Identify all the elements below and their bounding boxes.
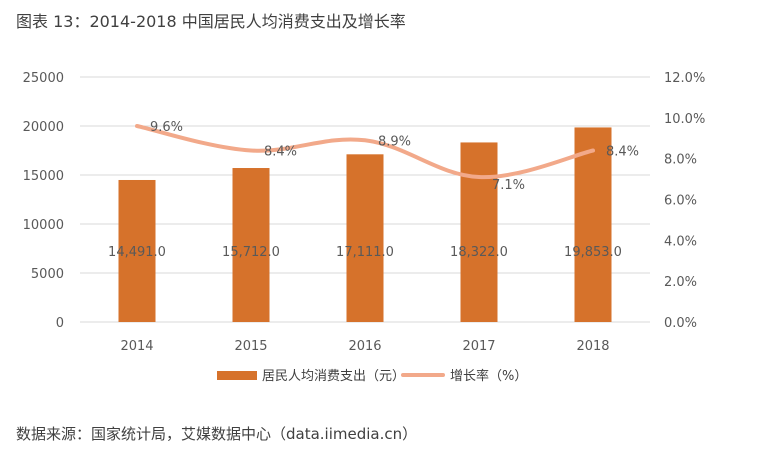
y-right-tick-label: 0.0% (664, 316, 697, 331)
y-right-tick-label: 2.0% (664, 275, 697, 290)
chart-title: 图表 13：2014-2018 中国居民人均消费支出及增长率 (16, 12, 406, 31)
line-value-label: 8.4% (264, 145, 297, 160)
bar-2015 (232, 168, 270, 322)
bar-2016 (346, 154, 384, 322)
bar-value-label: 15,712.0 (222, 245, 280, 260)
y-right-tick-label: 6.0% (664, 194, 697, 209)
legend-bar-label: 居民人均消费支出（元） (262, 369, 405, 384)
y-right-tick-label: 10.0% (664, 112, 705, 127)
y-left-tick-label: 0 (56, 316, 64, 331)
bar-2014 (118, 179, 156, 322)
y-right-tick-label: 4.0% (664, 234, 697, 249)
y-left-tick-label: 10000 (23, 218, 64, 233)
y-left-tick-label: 15000 (23, 169, 64, 184)
bar-value-label: 19,853.0 (564, 245, 622, 260)
x-tick-label: 2018 (576, 339, 609, 354)
y-right-tick-label: 8.0% (664, 153, 697, 168)
y-right-tick-label: 12.0% (664, 71, 705, 86)
y-left-tick-label: 5000 (31, 267, 64, 282)
x-tick-label: 2014 (120, 339, 153, 354)
x-tick-label: 2016 (348, 339, 381, 354)
bar-2018 (574, 127, 612, 322)
x-tick-label: 2015 (234, 339, 267, 354)
bar-2017 (460, 142, 498, 322)
legend-bar-swatch (217, 371, 257, 380)
data-source-note: 数据来源：国家统计局，艾媒数据中心（data.iimedia.cn） (16, 425, 418, 443)
line-value-label: 8.9% (378, 134, 411, 149)
bar-value-label: 14,491.0 (108, 245, 166, 260)
bar-value-label: 17,111.0 (336, 245, 394, 260)
line-value-label: 9.6% (150, 120, 183, 135)
x-tick-label: 2017 (462, 339, 495, 354)
legend-line-label: 增长率（%） (450, 368, 527, 384)
line-value-label: 8.4% (606, 145, 639, 160)
growth-rate-line (135, 124, 595, 180)
y-left-tick-label: 25000 (23, 71, 64, 86)
bar-value-label: 18,322.0 (450, 245, 508, 260)
y-left-tick-label: 20000 (23, 120, 64, 135)
line-value-label: 7.1% (492, 178, 525, 193)
